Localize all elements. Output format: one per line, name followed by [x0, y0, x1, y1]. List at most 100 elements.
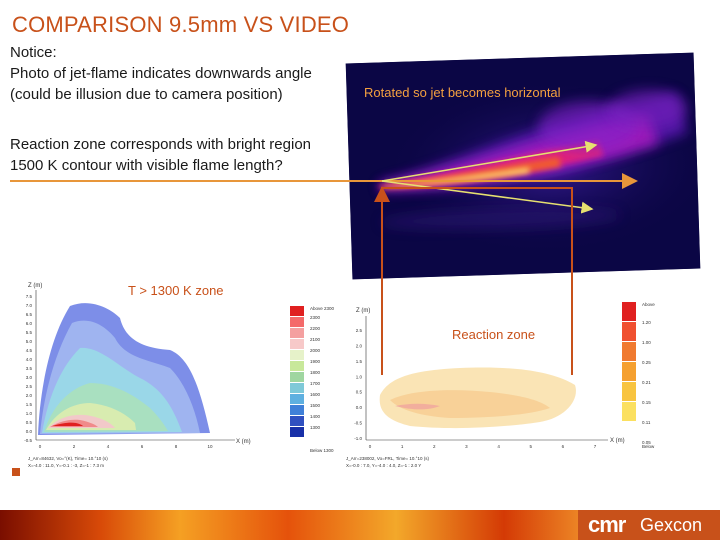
left-plot-y-tick-label: 0.0	[26, 429, 33, 434]
left-legend-swatch	[290, 394, 304, 404]
left-legend-level-label: 1900	[310, 359, 321, 364]
left-plot-info-line: X=-4.0 : 11.0, Y=-0.1 : -3, Z=-1 : 7.3 m	[28, 463, 104, 468]
left-legend-swatch	[290, 427, 304, 437]
slide-title: COMPARISON 9.5mm VS VIDEO	[12, 12, 350, 37]
left-plot-y-tick-label: 5.0	[26, 339, 33, 344]
left-plot-x-tick-label: 8	[175, 444, 178, 449]
reaction-note-text: Reaction zone corresponds with bright re…	[10, 134, 311, 176]
right-legend-swatch	[622, 322, 636, 341]
right-plot-axis-title: Z (m)	[356, 308, 370, 314]
reaction-zone-contour-plot: Z (m) 2.5 2.0 1.5 1.0 0.5 0.0 -0.5 -1.0 0 1 2 3 4 5 6…	[346, 308, 625, 468]
notice-line: Notice:	[10, 44, 57, 61]
left-legend-header: Above 2300	[310, 306, 335, 311]
notice-line: Photo of jet-flame indicates downwards a…	[10, 65, 312, 82]
left-legend-level-label: 2300	[310, 315, 321, 320]
right-legend-swatch	[622, 302, 636, 321]
jet-flame-photo	[345, 52, 701, 280]
left-plot-x-tick-label: 10	[207, 444, 213, 449]
right-legend-swatch	[622, 362, 636, 381]
left-legend-level-label: 2100	[310, 337, 321, 342]
photo-caption: Rotated so jet becomes horizontal	[364, 85, 561, 100]
left-plot-y-tick-label: -0.5	[24, 438, 32, 443]
right-plot-info-line: J_Arr=238002, Vo=FRL, Time= 10.°10 (s)	[346, 456, 429, 461]
reaction-note-line: 1500 K contour with visible flame length…	[10, 157, 283, 174]
left-legend-swatch	[290, 328, 304, 338]
left-plot-y-tick-label: 5.5	[26, 330, 33, 335]
logo-company-name: Gexcon	[640, 515, 703, 535]
right-legend-swatch	[622, 342, 636, 361]
right-legend-level-label: 1.20	[642, 320, 651, 325]
notice-text: Notice: Photo of jet-flame indicates dow…	[10, 42, 312, 105]
right-legend-level-label: 0.21	[642, 380, 651, 385]
right-plot-info-line: X=-0.0 : 7.0, Y=-4.0 : 4.0, Z=-1 : 2.0 Y	[346, 463, 421, 468]
right-plot-x-tick-label: 7	[594, 444, 597, 449]
left-legend-swatch	[290, 405, 304, 415]
left-plot-y-tick-label: 2.0	[26, 393, 33, 398]
left-legend-level-label: 1700	[310, 381, 321, 386]
right-plot-y-ticks: 2.5 2.0 1.5 1.0 0.5 0.0 -0.5 -1.0	[354, 328, 362, 441]
left-plot-y-tick-label: 2.5	[26, 384, 33, 389]
company-logo	[578, 510, 720, 540]
left-plot-y-tick-label: 1.5	[26, 402, 33, 407]
left-plot-y-tick-label: 4.0	[26, 357, 33, 362]
left-plot-y-tick-label: 6.0	[26, 321, 33, 326]
right-plot-x-tick-label: 5	[529, 444, 532, 449]
left-plot-info-line: J_Arr=84632, Vo=°(K), Time= 10.°10 (s)	[28, 456, 108, 461]
left-legend-level-label: 1800	[310, 370, 321, 375]
left-legend-swatch	[290, 339, 304, 349]
left-plot-y-tick-label: 6.5	[26, 312, 33, 317]
right-legend-level-label: 0.15	[642, 400, 651, 405]
temperature-contour-plot: Z (m) 7.5 7.0 6.5 6.0 5.5 5.0 4.5 4.0 3.5 3.0 2.5 2…	[12, 283, 251, 476]
lower-angle-arrow	[381, 180, 594, 214]
left-plot-logo-icon	[12, 468, 20, 476]
left-legend-level-label: 1600	[310, 392, 321, 397]
left-plot-x-tick-label: 4	[107, 444, 110, 449]
reaction-note-line: Reaction zone corresponds with bright re…	[10, 136, 312, 153]
right-plot-x-tick-label: 6	[562, 444, 565, 449]
right-color-legend: Above 1.20 1.00 0.25 0.21 0.15 0.11 0.05 Below	[622, 302, 655, 449]
left-color-legend: Above 2300 2300 2200 2100 2000 1900 1800 1700 1…	[290, 306, 335, 453]
right-plot-y-tick-label: 2.5	[356, 328, 363, 333]
reaction-zone-label: Reaction zone	[452, 327, 536, 342]
left-plot-y-tick-label: 3.0	[26, 375, 33, 380]
left-legend-level-label: 2200	[310, 326, 321, 331]
right-plot-x-axis-label: X (m)	[610, 438, 625, 444]
right-plot-y-tick-label: 1.5	[356, 359, 363, 364]
right-plot-x-tick-label: 1	[401, 444, 404, 449]
right-plot-y-tick-label: -0.5	[354, 421, 362, 426]
left-plot-y-tick-label: 0.5	[26, 420, 33, 425]
right-legend-level-label: 0.25	[642, 360, 651, 365]
right-plot-x-tick-label: 0	[369, 444, 372, 449]
notice-line: (could be illusion due to camera positio…	[10, 86, 283, 103]
left-plot-x-tick-label: 2	[73, 444, 76, 449]
right-plot-x-tick-label: 3	[465, 444, 468, 449]
left-plot-y-tick-label: 1.0	[26, 411, 33, 416]
left-legend-swatch	[290, 306, 304, 316]
right-plot-y-tick-label: -1.0	[354, 436, 362, 441]
left-legend-swatch	[290, 317, 304, 327]
left-legend-footer: Below 1300	[310, 448, 334, 453]
left-legend-swatch	[290, 372, 304, 382]
left-plot-y-tick-label: 4.5	[26, 348, 33, 353]
right-plot-y-tick-label: 0.5	[356, 390, 363, 395]
left-legend-swatch	[290, 350, 304, 360]
temperature-zone-label: T > 1300 K zone	[128, 283, 224, 298]
left-legend-level-label: 1400	[310, 414, 321, 419]
upper-angle-arrow	[381, 140, 598, 182]
left-legend-level-label: 1300	[310, 425, 321, 430]
left-plot-axis-title: Z (m)	[28, 283, 42, 289]
right-legend-level-label: 0.05	[642, 440, 651, 445]
left-plot-y-tick-label: 3.5	[26, 366, 33, 371]
left-plot-x-ticks: 0 2 4 6 8 10	[39, 444, 213, 449]
right-plot-x-tick-label: 4	[497, 444, 500, 449]
right-plot-y-tick-label: 0.0	[356, 405, 363, 410]
left-legend-items: 2300 2200 2100 2000 1900 1800 1700 1600 1500 1400…	[290, 306, 321, 437]
left-plot-y-tick-label: 7.0	[26, 303, 33, 308]
right-legend-level-label: 1.00	[642, 340, 651, 345]
right-legend-items: 1.20 1.00 0.25 0.21 0.15 0.11 0.05	[622, 302, 651, 445]
logo-brand-text: cmr	[588, 512, 626, 537]
right-plot-y-tick-label: 2.0	[356, 343, 363, 348]
right-legend-swatch	[622, 382, 636, 401]
right-legend-footer: Below	[642, 444, 655, 449]
left-legend-swatch	[290, 383, 304, 393]
